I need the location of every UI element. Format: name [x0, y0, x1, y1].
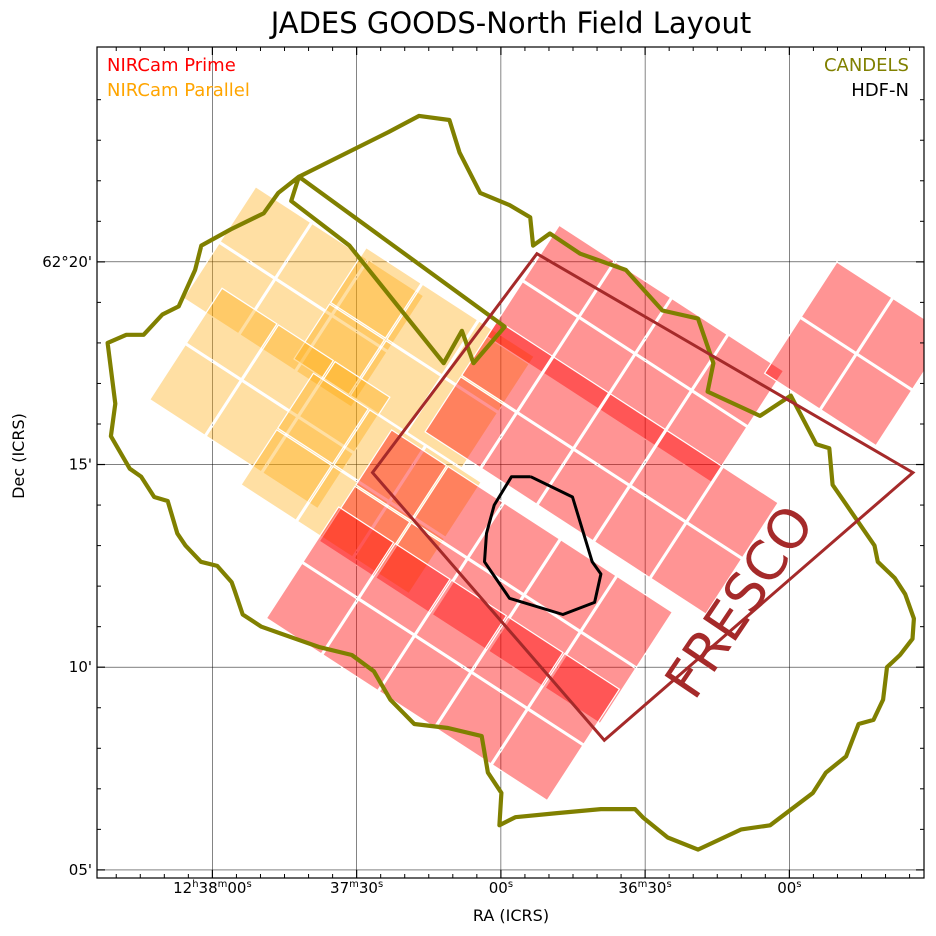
prime-detector [763, 317, 856, 410]
prime-detector [542, 317, 635, 410]
y-axis-label: Dec (ICRS) [9, 413, 28, 499]
parallel-detector [298, 360, 391, 453]
axis-ticks [97, 47, 924, 878]
parallel-detector [275, 222, 368, 315]
prime-detector [537, 449, 630, 542]
candels-outline [105, 113, 916, 852]
parallel-detector [296, 465, 389, 558]
parallel-detector [276, 372, 370, 465]
x-tick-label-3: 36m30s [619, 879, 672, 897]
prime-detector [302, 506, 395, 599]
parallel-pointing-2 [148, 287, 391, 510]
x-axis-label: RA (ICRS) [473, 906, 549, 925]
plot-area: FRESCO [97, 47, 924, 878]
prime-detector [593, 486, 686, 579]
parallel-detector [389, 445, 482, 539]
y-tick-label-0: 62°20' [42, 253, 92, 271]
prime-detector [800, 261, 893, 354]
parallel-detector [295, 315, 388, 408]
parallel-detector [239, 279, 332, 372]
prime-detector [435, 672, 528, 765]
grid-lines [97, 47, 924, 878]
nircam-parallel-footprints [148, 186, 535, 595]
parallel-pointing-0 [182, 186, 425, 408]
prime-detector [486, 280, 579, 374]
prime-pointing-1 [763, 261, 924, 447]
prime-pointing-4 [265, 506, 621, 802]
y-tick-label-1: 15' [69, 456, 92, 474]
prime-detector [630, 429, 723, 522]
parallel-detector [242, 324, 335, 417]
prime-detector [528, 652, 621, 745]
prime-detector [460, 319, 554, 412]
prime-detector [650, 522, 743, 615]
y-tick-label-2: 10' [69, 658, 92, 676]
prime-detector [480, 412, 573, 505]
prime-detector [581, 575, 674, 668]
prime-detector [599, 354, 692, 447]
axes-frame [96, 46, 925, 879]
axis-tick-labels: 12h38m00s 37m30s 00s 36m30s 00s 62°20' 15' 10' 0… [42, 253, 801, 897]
y-tick-label-3: 05' [69, 861, 92, 879]
prime-pointing-0 [486, 224, 785, 484]
prime-detector [820, 354, 913, 447]
parallel-detector [293, 303, 386, 396]
chart-title: JADES GOODS-North Field Layout [269, 6, 752, 40]
x-tick-label-4: 00s [777, 879, 801, 897]
prime-detector [411, 465, 504, 558]
parallel-detector [205, 380, 298, 473]
parallel-detector [332, 259, 425, 352]
fresco-outline [370, 251, 916, 743]
prime-detector [424, 376, 517, 469]
prime-detector [322, 599, 415, 692]
parallel-detector [219, 186, 312, 279]
parallel-detector [182, 242, 275, 335]
parallel-detector [148, 343, 242, 436]
prime-detector [856, 297, 924, 390]
legend-hdf-n: HDF-N [851, 80, 909, 101]
x-tick-label-2: 00s [489, 879, 513, 897]
prime-detector [471, 616, 564, 709]
prime-detector [378, 635, 471, 728]
hdf-n-outline [483, 475, 603, 616]
parallel-detector [261, 417, 355, 510]
legend-candels: CANDELS [824, 55, 909, 76]
legend: NIRCam Prime NIRCam Parallel CANDELS HDF… [107, 55, 909, 101]
prime-detector [517, 356, 610, 449]
prime-detector [355, 429, 448, 522]
legend-nircam-prime: NIRCam Prime [107, 55, 236, 76]
prime-detector [635, 297, 728, 390]
prime-pointing-2 [424, 319, 779, 615]
prime-detector [573, 392, 666, 486]
prime-detector [686, 466, 779, 559]
nircam-prime-footprints [265, 224, 924, 802]
x-tick-label-1: 37m30s [330, 879, 383, 897]
parallel-detector [185, 287, 278, 380]
parallel-detector [240, 428, 333, 522]
prime-detector [655, 390, 748, 484]
legend-nircam-parallel: NIRCam Parallel [107, 80, 250, 101]
prime-detector [491, 709, 584, 802]
x-tick-label-0: 12h38m00s [173, 879, 252, 897]
prime-detector [358, 542, 451, 635]
